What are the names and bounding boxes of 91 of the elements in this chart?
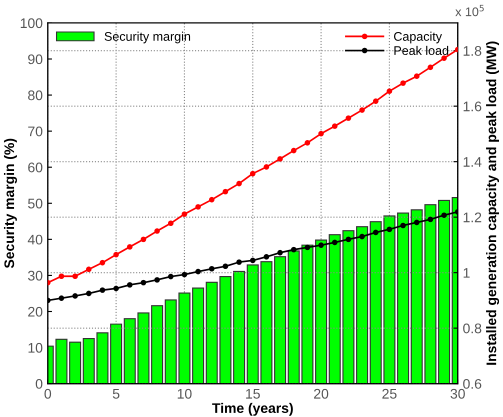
point — [100, 287, 106, 293]
y-tick-label: 10 — [28, 342, 42, 353]
y2-tick-label: 1.4 — [464, 157, 482, 167]
text: x 10$^{5}$ — [455, 4, 484, 16]
point — [168, 220, 174, 226]
point — [386, 226, 392, 232]
x-tick-label: 30 — [450, 388, 465, 399]
point — [441, 55, 447, 61]
point — [113, 252, 119, 258]
point — [400, 80, 406, 86]
point — [250, 170, 256, 176]
point — [346, 236, 352, 242]
point — [277, 156, 283, 162]
point — [264, 164, 270, 170]
point — [195, 268, 201, 274]
point — [140, 236, 146, 242]
point — [318, 130, 324, 136]
point — [100, 260, 106, 266]
y-tick-label: 80 — [28, 90, 42, 100]
y-tick-label: 70 — [28, 126, 42, 136]
point — [332, 123, 338, 129]
y-tick-label: 60 — [28, 162, 42, 172]
point — [222, 263, 228, 270]
point — [277, 250, 283, 256]
point — [182, 272, 188, 278]
point — [195, 204, 201, 210]
point — [86, 266, 92, 272]
point — [290, 148, 297, 154]
point — [236, 259, 242, 265]
point — [304, 140, 310, 146]
y-tick-label: 50 — [28, 198, 42, 208]
point — [332, 240, 338, 246]
point — [304, 244, 310, 250]
y2-tick-label: 0.8 — [463, 323, 482, 334]
point — [236, 180, 242, 186]
y-tick-label: 20 — [28, 306, 42, 317]
point — [126, 244, 133, 250]
point — [208, 266, 215, 272]
point — [113, 286, 119, 292]
x-axis-title: Time (years) — [212, 402, 293, 416]
point — [346, 115, 352, 121]
x-tick-label: 15 — [246, 389, 260, 399]
point — [318, 242, 324, 248]
point — [372, 98, 379, 104]
point — [400, 222, 406, 228]
y2-tick-label: 1.2 — [464, 212, 482, 222]
legend-label: Peak load — [394, 46, 448, 56]
point — [182, 211, 188, 217]
point — [140, 280, 146, 286]
point — [359, 234, 365, 240]
y-tick-label: 100 — [20, 18, 42, 28]
point — [72, 273, 78, 280]
line-series — [48, 209, 458, 304]
y-tick-label: 0 — [36, 378, 42, 389]
point — [414, 220, 420, 226]
y2-axis-title: Installed generation capacity and peak load (MW) — [486, 42, 500, 365]
y2-tick-label: 1 — [464, 268, 470, 278]
point — [72, 293, 78, 299]
point — [441, 212, 447, 218]
x-tick-label: 25 — [382, 388, 397, 399]
y2-tick-label: 0.6 — [463, 378, 482, 389]
point — [222, 188, 228, 194]
point — [290, 246, 297, 252]
y-axis-title: Security margin (%) — [4, 138, 17, 268]
y-tick-label: 40 — [28, 234, 42, 245]
x-tick-label: 20 — [314, 388, 328, 399]
y-tick-label: 30 — [28, 270, 42, 281]
x-tick-label: 0 — [44, 388, 52, 399]
y-tick-label: 90 — [28, 54, 42, 64]
point — [414, 73, 420, 79]
point — [126, 282, 133, 288]
point — [428, 64, 434, 70]
legend-label: Capacity — [394, 32, 442, 44]
point — [372, 230, 379, 236]
point — [154, 228, 160, 234]
point — [86, 290, 92, 296]
x-tick-label: 5 — [112, 389, 120, 399]
y2-tick-label: 1.6 — [464, 102, 482, 112]
x-tick-label: 10 — [178, 388, 192, 399]
point — [154, 277, 160, 283]
legend-label: Security margin — [104, 32, 190, 44]
point — [250, 258, 256, 264]
y2-tick-label: 1.8 — [464, 46, 482, 56]
point — [428, 216, 434, 222]
point — [168, 274, 174, 280]
point — [58, 273, 64, 280]
point — [386, 88, 392, 94]
point — [264, 254, 270, 260]
point — [208, 196, 215, 202]
point — [58, 295, 64, 301]
point — [359, 107, 365, 113]
